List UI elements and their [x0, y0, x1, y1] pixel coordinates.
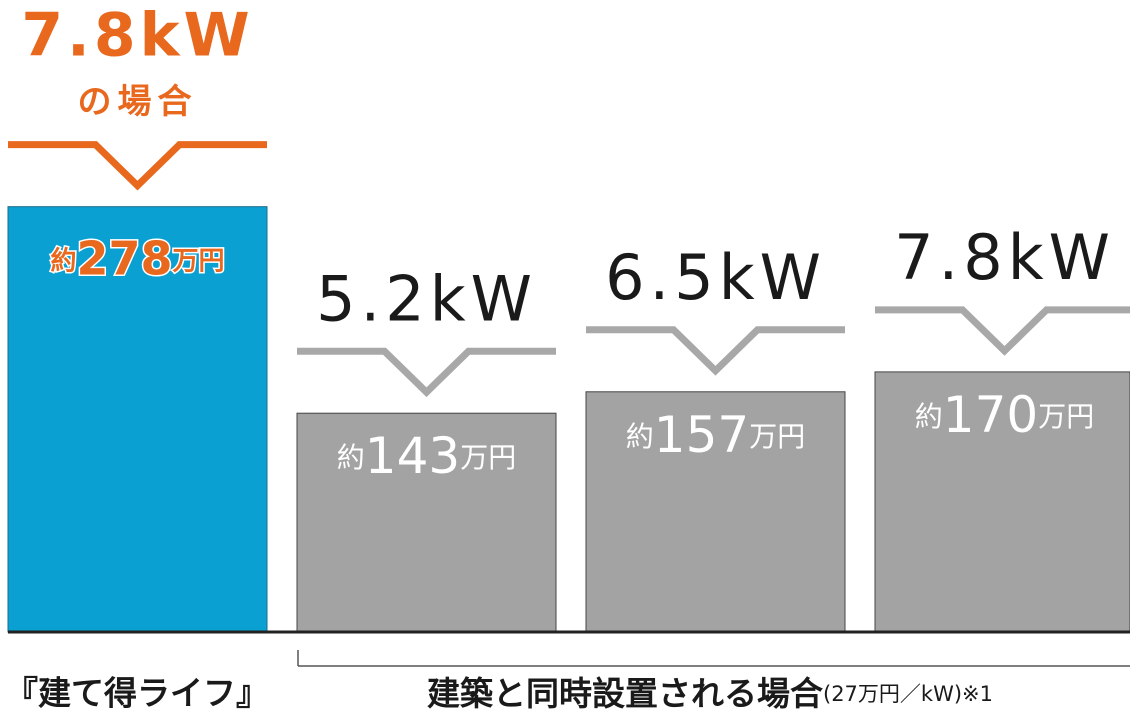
value-label-part: 157 — [654, 405, 749, 463]
value-label: 約157万円 — [626, 405, 805, 463]
value-label-part: 約 — [337, 441, 365, 474]
value-label: 約143万円 — [337, 427, 516, 485]
bar — [7, 206, 268, 633]
bar — [296, 412, 557, 633]
value-label-part: 278 — [76, 231, 172, 285]
bar — [585, 391, 846, 633]
chevron — [586, 326, 845, 376]
value-label-part: 約 — [626, 420, 654, 453]
category-label: 5.2kW — [316, 262, 537, 335]
value-label: 約278万円 — [50, 231, 224, 285]
category-label: 7.8kW — [21, 0, 253, 70]
value-label-part: 約 — [915, 400, 943, 433]
value-label: 約170万円 — [915, 385, 1094, 443]
value-label-part: 143 — [365, 427, 460, 485]
category-label: 6.5kW — [605, 241, 826, 314]
value-label-part: 約 — [50, 245, 76, 276]
group-label: 建築と同時設置される場合(27万円／kW)※1 — [427, 674, 993, 713]
category-note: の場合 — [78, 82, 198, 122]
chevron — [297, 347, 556, 398]
group-label-note: (27万円／kW)※1 — [823, 682, 993, 706]
value-label-part: 万円 — [460, 441, 516, 474]
group-label-main: 建築と同時設置される場合 — [427, 674, 823, 713]
chevron — [875, 306, 1130, 356]
value-label-part: 170 — [943, 385, 1038, 443]
bar — [874, 371, 1130, 633]
value-label-part: 万円 — [749, 420, 805, 453]
value-label-part: 万円 — [1038, 400, 1094, 433]
value-label-part: 万円 — [173, 246, 225, 276]
chevron — [8, 141, 267, 191]
group-label: 『建て得ライフ』 — [5, 674, 269, 713]
category-label: 7.8kW — [894, 221, 1115, 294]
